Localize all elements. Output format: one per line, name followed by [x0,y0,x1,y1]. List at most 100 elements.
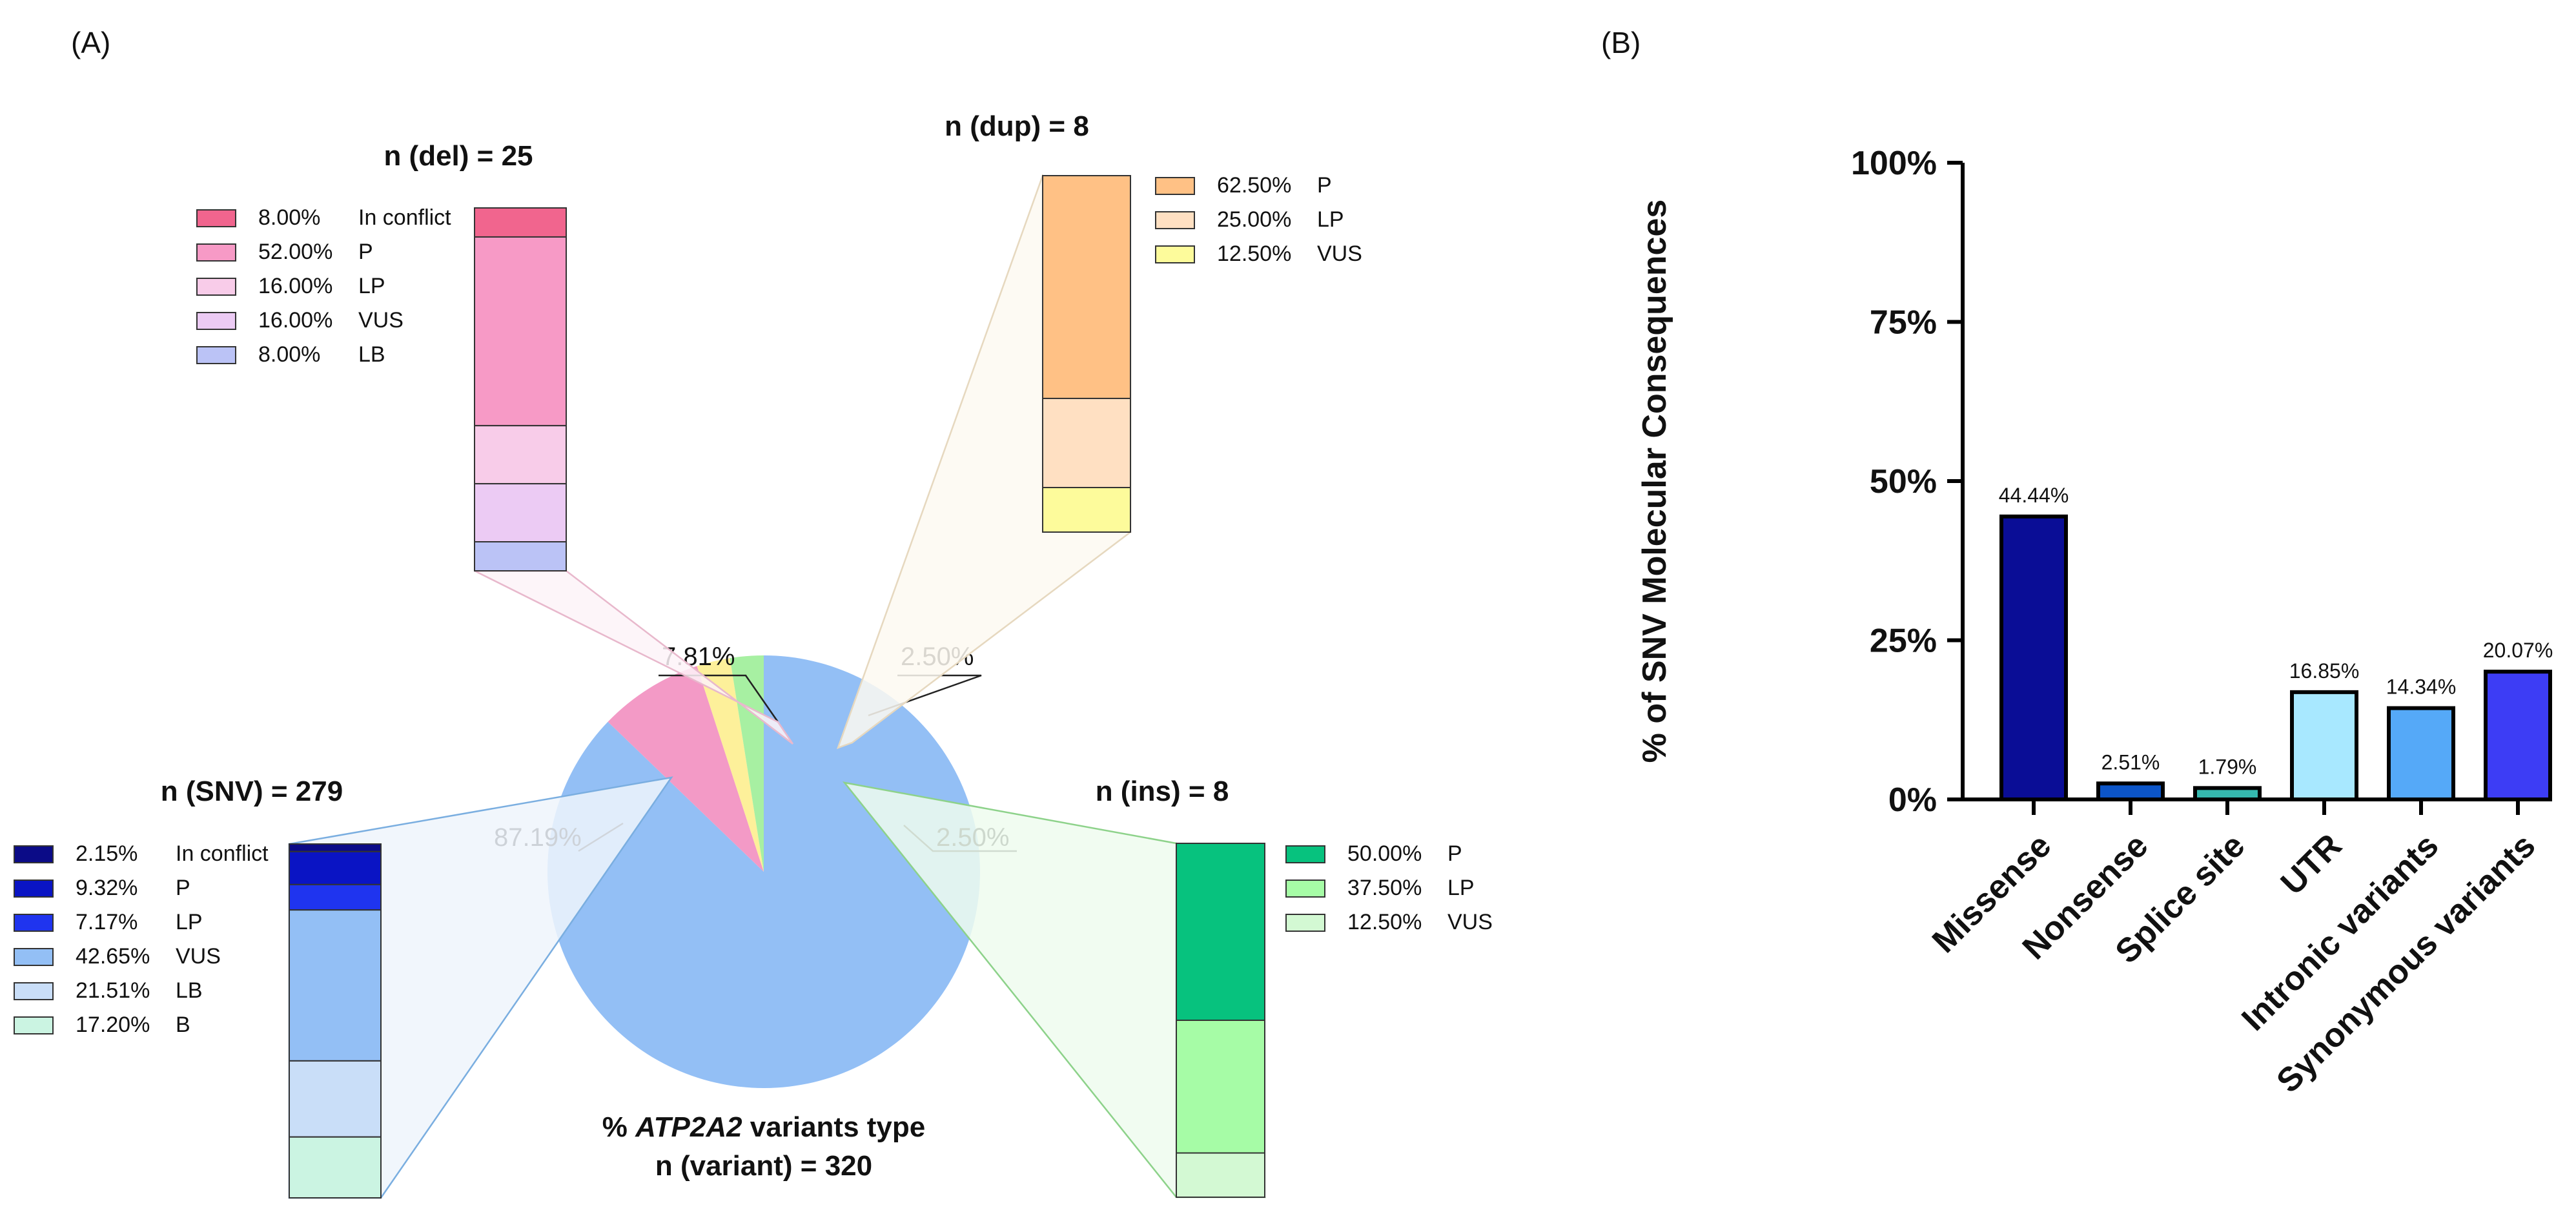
bar-value-label: 16.85% [2289,659,2360,683]
legend-del-swatch [196,312,236,330]
pie-title-pre: % [602,1111,635,1143]
bar [2484,670,2552,801]
stack-snv-segment [289,1060,382,1138]
pie-slice-snv [547,655,981,1088]
x-category-label: UTR [2274,827,2349,902]
legend-dup-pct: 62.50% [1217,173,1291,198]
panel-b-bar-chart: 0% 25% 50% 75% 100% % of SNV Molecular Conseq… [1636,145,2553,1100]
y-tick-label: 100% [1851,145,1937,182]
legend-dup-swatch [1155,211,1195,229]
stack-dup-segment [1042,175,1131,399]
legend-dup-pct: 25.00% [1217,207,1291,232]
stack-del-segment [474,207,567,238]
stack-snv-segment [289,883,382,911]
legend-ins-label: P [1447,841,1462,866]
legend-snv-swatch [14,880,54,898]
legend-ins-pct: 12.50% [1347,910,1422,934]
legend-del-label: P [358,240,373,264]
pie-title-post: variants type [742,1111,926,1143]
pie-subtitle: n (variant) = 320 [655,1150,872,1182]
legend-del-swatch [196,209,236,227]
legend-snv-pct: 7.17% [76,910,138,934]
legend-snv-label: In conflict [176,841,269,866]
legend-del-swatch [196,278,236,296]
stack-del-segment [474,541,567,571]
legend-snv-pct: 17.20% [76,1013,150,1037]
legend-ins-label: VUS [1447,910,1493,934]
legend-ins-pct: 50.00% [1347,841,1422,866]
bar [2193,786,2262,801]
y-tick-label: 0% [1888,781,1937,819]
stack-del-segment [474,425,567,485]
stack-del: n (del) = 25 8.00% In conflict 52.00% P 16.00… [196,140,794,745]
legend-dup-swatch [1155,177,1195,195]
legend-snv-pct: 9.32% [76,876,138,900]
y-tick-label: 25% [1870,622,1937,660]
legend-snv-label: VUS [176,944,221,969]
legend-snv-pct: 42.65% [76,944,150,969]
stack-dup: n (dup) = 8 62.50% P 25.00% LP 12.50% VUS [836,110,1362,750]
stack-snv-segment [289,909,382,1062]
stack-ins: n (ins) = 8 50.00% P 37.50% LP 12.50% VUS [842,776,1493,1199]
legend-snv-pct: 21.51% [76,978,150,1003]
stack-ins-segment [1176,1152,1265,1198]
legend-del-pct: 52.00% [258,240,332,264]
stack-dup-segment [1042,398,1131,488]
stack-title-dup: n (dup) = 8 [945,110,1089,142]
legend-del-pct: 16.00% [258,308,332,333]
y-tick-label: 50% [1870,463,1937,500]
legend-del-swatch [196,243,236,262]
legend-snv-label: P [176,876,190,900]
legend-del-pct: 8.00% [258,205,320,230]
pie-slice-dup [697,658,764,872]
legend-ins-swatch [1285,880,1325,898]
legend-snv-pct: 2.15% [76,841,138,866]
stack-title-snv: n (SNV) = 279 [161,776,343,807]
stack-dup-segment [1042,487,1131,533]
legend-snv-label: LB [176,978,203,1003]
stack-snv-segment [289,850,382,885]
bar-value-label: 2.51% [2101,750,2160,774]
legend-snv-swatch [14,948,54,966]
legend-dup-label: P [1317,173,1332,198]
legend-snv-label: LP [176,910,203,934]
bar-axes: 0% 25% 50% 75% 100% [1851,145,2544,819]
bar-value-label: 1.79% [2198,755,2257,778]
bar [2096,781,2165,801]
stack-del-segment [474,483,567,543]
stack-del-segment [474,236,567,427]
stack-ins-segment [1176,843,1265,1021]
pie-slice-del [608,666,764,872]
legend-del-swatch [196,346,236,364]
stack-snv-segment [289,843,382,852]
stack-ins-segment [1176,1020,1265,1154]
y-axis-title: % of SNV Molecular Consequences [1636,200,1673,763]
bar [1999,514,2068,801]
legend-del-label: VUS [358,308,404,333]
legend-snv-label: B [176,1013,190,1037]
legend-snv-swatch [14,845,54,863]
stack-snv: n (SNV) = 279 2.15% In conflict 9.32% P 7.17%… [14,776,673,1199]
panel-a-pie-and-stacks: 87.19%7.81%2.50%2.50%% ATP2A2 variants t… [14,110,1493,1199]
legend-del-label: LP [358,274,385,298]
legend-dup-label: VUS [1317,242,1362,266]
legend-del-label: In conflict [358,205,451,230]
legend-ins-pct: 37.50% [1347,876,1422,900]
legend-dup-swatch [1155,245,1195,263]
stack-title-del: n (del) = 25 [383,140,533,172]
legend-snv-swatch [14,914,54,932]
bar-value-label: 44.44% [1999,484,2069,507]
y-tick-label: 75% [1870,304,1937,342]
pie-chart [547,655,981,1088]
pie-title: % ATP2A2 variants type [602,1111,926,1143]
bar [2387,706,2455,801]
pie-slice-ins [730,655,764,872]
stack-title-ins: n (ins) = 8 [1096,776,1229,807]
bar [2290,690,2358,802]
legend-ins-swatch [1285,914,1325,932]
panel-b-label: (B) [1601,26,1641,59]
legend-snv-swatch [14,1016,54,1034]
panel-a-label: (A) [71,26,110,59]
legend-dup-pct: 12.50% [1217,242,1291,266]
